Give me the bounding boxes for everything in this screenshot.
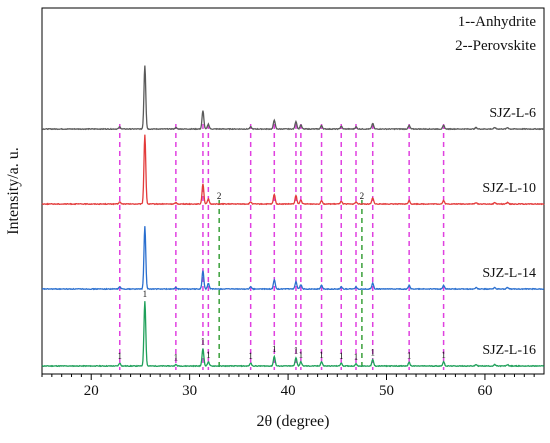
- y-axis-title: Intensity/a. u.: [5, 147, 22, 235]
- peak-label-anhydrite: 1: [294, 346, 299, 356]
- peak-label-anhydrite: 1: [118, 351, 123, 361]
- peak-label-anhydrite: 1: [206, 350, 211, 360]
- peak-label-anhydrite: 1: [339, 351, 344, 361]
- peak-label-anhydrite: 1: [174, 353, 179, 363]
- peak-label-anhydrite: 1: [143, 289, 148, 299]
- series-label-sjz-l-14: SJZ-L-14: [482, 266, 536, 281]
- x-axis-title: 2θ (degree): [257, 413, 330, 430]
- series-label-sjz-l-6: SJZ-L-6: [489, 106, 536, 121]
- series-lines: [41, 65, 545, 368]
- peak-label-anhydrite: 1: [407, 351, 412, 361]
- peak-label-anhydrite: 1: [370, 348, 375, 358]
- x-axis-ticks: 20 30 40 50 60: [41, 374, 535, 399]
- peak-label-anhydrite: 1: [441, 350, 446, 360]
- reference-lines: [119, 124, 445, 370]
- series-labels: SJZ-L-16 SJZ-L-14 SJZ-L-10 SJZ-L-6: [482, 106, 536, 358]
- x-tick-label: 30: [182, 383, 197, 399]
- peak-label-anhydrite: 1: [272, 344, 277, 354]
- x-tick-label: 50: [379, 383, 394, 399]
- series-label-sjz-l-16: SJZ-L-16: [482, 343, 536, 358]
- legend-item-anhydrite: 1--Anhydrite: [458, 14, 537, 30]
- x-tick-label: 20: [84, 383, 99, 399]
- peak-label-anhydrite: 1: [248, 351, 253, 361]
- x-tick-label: 60: [477, 383, 492, 399]
- peak-label-perovskite: 2: [360, 191, 365, 201]
- peak-label-anhydrite: 1: [201, 337, 206, 347]
- peak-label-anhydrite: 1: [299, 350, 304, 360]
- peak-label-anhydrite: 1: [319, 350, 324, 360]
- x-tick-label: 40: [281, 383, 296, 399]
- plot-frame: [41, 7, 545, 375]
- peak-label-anhydrite: 1: [354, 352, 359, 362]
- series-line-sjz-l-10: [41, 134, 545, 206]
- peak-label-perovskite: 2: [217, 191, 222, 201]
- series-line-sjz-l-16: [41, 301, 545, 368]
- series-line-sjz-l-14: [41, 226, 545, 291]
- series-label-sjz-l-10: SJZ-L-10: [482, 181, 536, 196]
- series-line-sjz-l-6: [41, 65, 545, 131]
- legend-item-perovskite: 2--Perovskite: [455, 38, 536, 54]
